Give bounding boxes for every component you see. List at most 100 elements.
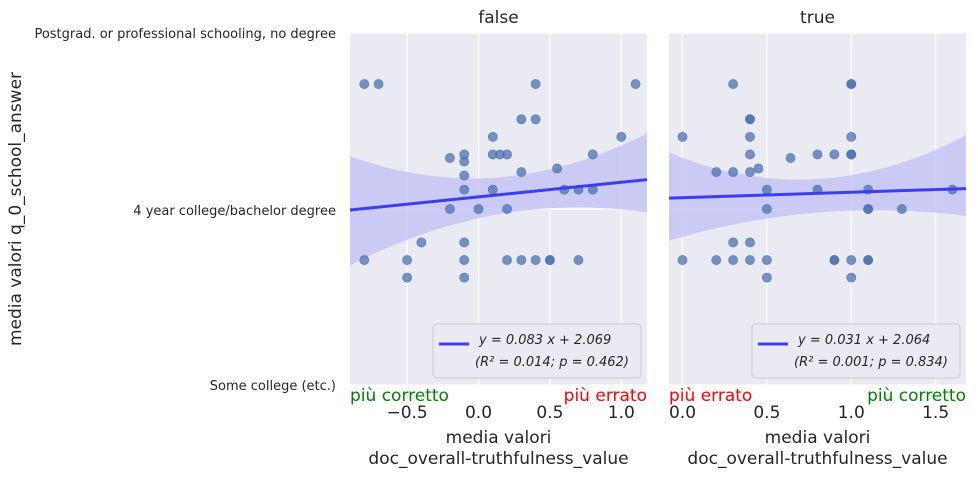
x-tick-label: −0.5 — [386, 403, 427, 423]
annotation-left: più errato — [669, 386, 752, 406]
legend-equation: y = 0.031 x + 2.064 — [797, 333, 930, 348]
panel-true: true 0.0 0.5 1.0 1.5 media valoridoc_overall-… — [668, 8, 967, 469]
data-point — [530, 79, 541, 89]
regression-line — [349, 178, 648, 212]
data-point — [459, 272, 470, 283]
data-point — [677, 131, 688, 142]
data-point — [863, 204, 874, 214]
data-point — [846, 272, 857, 283]
data-point — [829, 149, 840, 160]
data-point — [863, 255, 874, 265]
data-point — [359, 255, 370, 265]
x-tick-label: 0.0 — [465, 403, 492, 423]
legend-box — [751, 323, 961, 379]
data-point — [745, 167, 755, 177]
x-tick-label: 0.0 — [669, 403, 696, 423]
data-point — [728, 237, 739, 248]
data-point — [753, 163, 764, 174]
data-point — [359, 79, 370, 89]
data-point — [711, 255, 722, 265]
legend: y = 0.083 x + 2.069 (R² = 0.014; p = 0.46… — [432, 323, 642, 379]
data-point — [402, 255, 413, 265]
data-point — [473, 204, 484, 214]
data-point — [502, 255, 512, 265]
data-point — [445, 153, 455, 163]
y-tick-label-bottom: Some college (etc.) — [210, 379, 336, 394]
legend-box — [432, 323, 642, 379]
data-point — [459, 255, 470, 265]
legend-stats: (R² = 0.001; p = 0.834) — [794, 355, 948, 370]
data-point — [459, 184, 470, 195]
data-point — [516, 167, 527, 177]
data-point — [445, 204, 455, 214]
x-axis-label: doc_overall-truthfulness_value — [687, 449, 947, 469]
data-point — [530, 255, 541, 265]
panel-title: false — [478, 8, 518, 28]
data-point — [846, 149, 857, 160]
x-axis-label: media valori — [765, 428, 871, 448]
confidence-band — [350, 133, 647, 266]
data-point — [530, 114, 541, 125]
legend-stats: (R² = 0.014; p = 0.462) — [475, 355, 629, 370]
data-point — [745, 149, 755, 160]
data-point — [812, 149, 823, 160]
x-tick-label: 1.0 — [838, 403, 865, 423]
data-point — [502, 204, 512, 214]
y-tick-label-mid: 4 year college/bachelor degree — [133, 204, 336, 219]
data-point — [745, 131, 755, 142]
y-axis-label: media valori q_0_school_answer — [6, 72, 26, 346]
regression-line — [668, 187, 967, 200]
data-point — [416, 237, 427, 248]
panel-false: false −0.5 0.0 0.5 1.0 media valoridoc_overal… — [349, 8, 648, 469]
y-tick-label-top: Postgrad. or professional schooling, no … — [34, 27, 336, 42]
data-point — [745, 237, 755, 248]
data-point — [616, 131, 627, 142]
data-point — [896, 204, 907, 214]
data-point — [587, 149, 598, 160]
legend-equation: y = 0.083 x + 2.069 — [478, 333, 611, 348]
data-point — [829, 255, 840, 265]
data-point — [516, 114, 527, 125]
data-point — [761, 204, 772, 214]
data-point — [487, 184, 498, 195]
data-point — [745, 114, 755, 125]
data-point — [761, 272, 772, 283]
data-point — [745, 255, 755, 265]
data-point — [728, 167, 739, 177]
x-tick-label: 0.5 — [753, 403, 780, 423]
x-tick-label: 0.5 — [536, 403, 563, 423]
data-point — [846, 255, 857, 265]
data-point — [373, 79, 384, 89]
data-point — [846, 79, 857, 89]
data-point — [459, 237, 470, 248]
x-axis-label: media valori — [446, 428, 552, 448]
annotation-right: più corretto — [867, 386, 966, 406]
data-point — [761, 255, 772, 265]
annotation-left: più corretto — [350, 386, 449, 406]
legend: y = 0.031 x + 2.064 (R² = 0.001; p = 0.83… — [751, 323, 961, 379]
data-point — [487, 131, 498, 142]
annotation-right: più errato — [564, 386, 647, 406]
data-point — [785, 153, 796, 163]
data-point — [459, 156, 470, 167]
data-point — [573, 255, 584, 265]
data-point — [677, 255, 688, 265]
data-point — [846, 131, 857, 142]
data-point — [502, 149, 512, 160]
data-point — [728, 255, 739, 265]
data-point — [545, 255, 555, 265]
data-point — [630, 79, 641, 89]
data-point — [711, 167, 722, 177]
panel-title: true — [800, 8, 835, 28]
data-point — [728, 79, 739, 89]
data-point — [761, 184, 772, 195]
x-axis-label: doc_overall-truthfulness_value — [368, 449, 628, 469]
data-point — [459, 170, 470, 181]
data-point — [552, 163, 562, 174]
data-point — [516, 255, 527, 265]
x-tick-label: 1.5 — [922, 403, 949, 423]
data-point — [402, 272, 413, 283]
x-tick-label: 1.0 — [608, 403, 635, 423]
